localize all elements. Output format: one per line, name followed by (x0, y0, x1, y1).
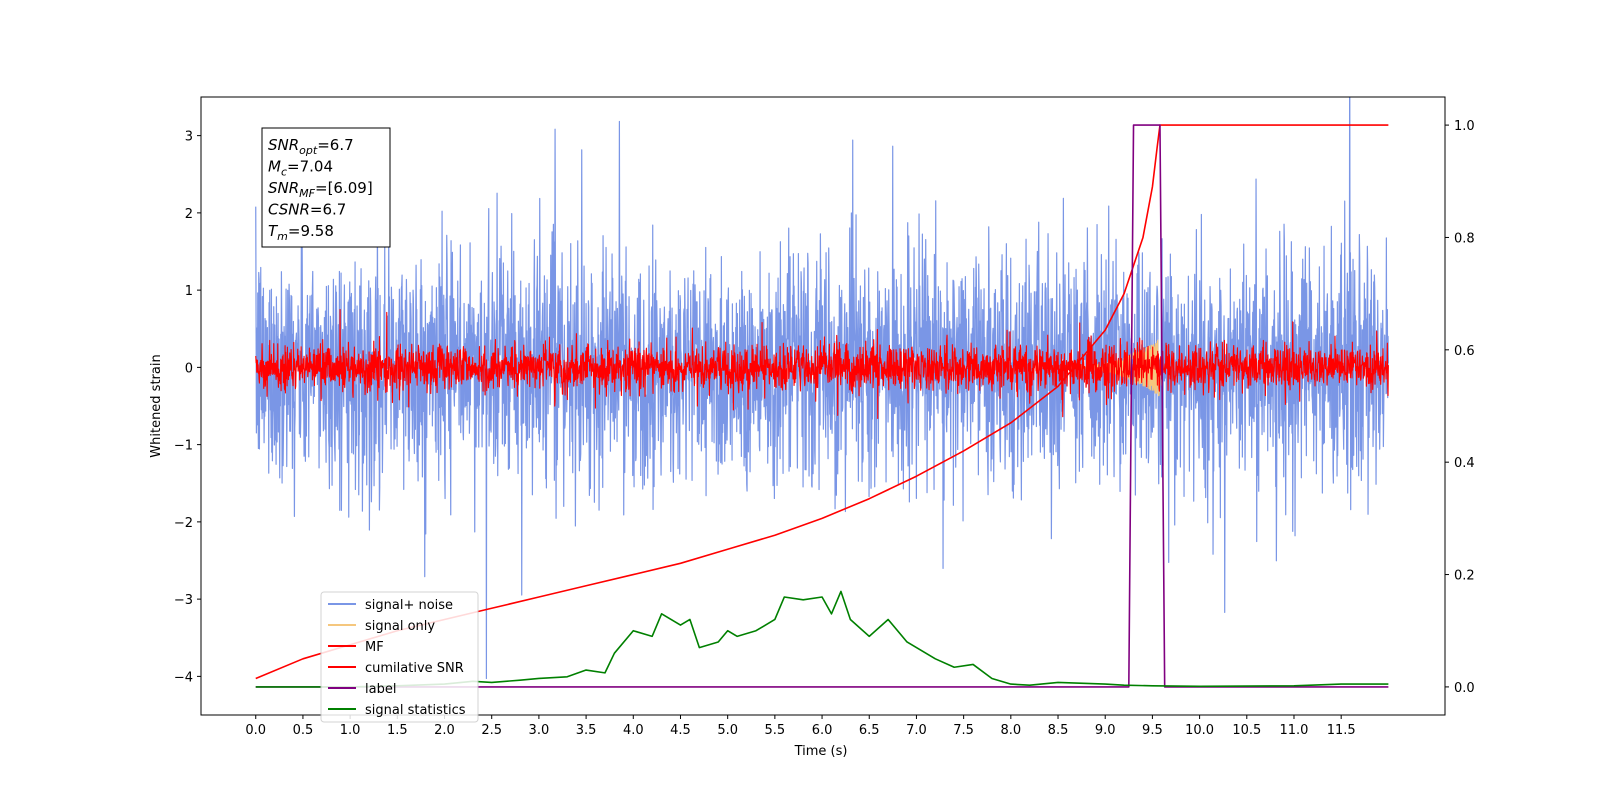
x-tick-label: 4.0 (623, 723, 644, 738)
x-tick-label: 3.0 (529, 723, 550, 738)
y-tick-label-left: 3 (185, 130, 193, 145)
legend-frame (320, 591, 479, 723)
y-tick-label-left: 0 (185, 361, 193, 376)
info-value: =6.7 (310, 201, 346, 219)
info-box-frame (261, 127, 391, 248)
info-value: =[6.09] (315, 179, 373, 197)
info-symbol: SNR (268, 179, 299, 197)
x-tick-label: 6.5 (859, 723, 880, 738)
info-symbol: M (268, 158, 281, 176)
info-subscript: MF (299, 187, 315, 200)
x-tick-label: 10.5 (1232, 723, 1261, 738)
info-subscript: c (281, 166, 287, 179)
x-tick-label: 6.0 (812, 723, 833, 738)
y-tick-label-left: −3 (174, 593, 193, 608)
info-subscript: m (277, 230, 288, 243)
y-tick-label-left: −1 (174, 439, 193, 454)
x-tick-label: 3.5 (576, 723, 597, 738)
y-tick-label-right: 0.4 (1454, 456, 1475, 471)
y-tick-label-right: 1.0 (1454, 119, 1475, 134)
info-subscript: opt (299, 144, 318, 157)
x-tick-label: 9.0 (1095, 723, 1116, 738)
x-tick-label: 8.5 (1048, 723, 1069, 738)
series-signal-statistics (255, 590, 1389, 688)
y-tick-label-right: 0.2 (1454, 569, 1475, 584)
info-value: =7.04 (287, 158, 333, 176)
legend-entry: signal only (365, 619, 435, 634)
info-line: SNRopt=6.7 (268, 136, 354, 157)
x-tick-label: 1.5 (387, 723, 408, 738)
x-tick-label: 0.5 (293, 723, 314, 738)
y-axis-label: Whitened strain (149, 354, 164, 457)
legend-entry: label (365, 682, 396, 697)
y-tick-label-left: −4 (174, 670, 193, 685)
info-line: Mc=7.04 (268, 158, 333, 179)
y-axis-right: 1.0 0.8 0.6 0.4 0.2 0.0 (1445, 119, 1475, 696)
info-symbol: T (268, 222, 279, 240)
info-value: =9.58 (288, 222, 334, 240)
y-tick-label-right: 0.6 (1454, 344, 1475, 359)
x-tick-label: 5.0 (717, 723, 738, 738)
x-tick-label: 1.0 (340, 723, 361, 738)
info-symbol: CSNR (268, 201, 310, 219)
info-line: CSNR=6.7 (268, 201, 346, 219)
legend-entry: MF (365, 640, 384, 655)
info-box: SNRopt=6.7Mc=7.04SNRMF=[6.09]CSNR=6.7Tm=… (261, 127, 391, 248)
y-tick-label-right: 0.0 (1454, 681, 1475, 696)
x-tick-label: 7.0 (906, 723, 927, 738)
x-tick-label: 11.0 (1280, 723, 1309, 738)
y-tick-label-right: 0.8 (1454, 231, 1475, 246)
info-symbol: SNR (268, 136, 299, 154)
y-axis-left: 3 2 1 0 −1 −2 −3 −4 (174, 130, 201, 685)
info-line: Tm=9.58 (268, 222, 334, 243)
legend-entry: cumilative SNR (365, 661, 464, 676)
x-tick-label: 10.0 (1185, 723, 1214, 738)
plot-frame (200, 96, 1446, 716)
legend-entry: signal statistics (365, 703, 466, 718)
y-tick-label-left: 1 (185, 284, 193, 299)
y-tick-label-left: 2 (185, 207, 193, 222)
info-value: =6.7 (317, 136, 353, 154)
x-tick-label: 0.0 (245, 723, 266, 738)
x-tick-label: 2.5 (481, 723, 502, 738)
info-line: SNRMF=[6.09] (268, 179, 373, 200)
series-signal-noise (255, 97, 1389, 680)
legend-entry: signal+ noise (365, 598, 453, 613)
x-axis: 0.0 0.5 1.0 1.5 2.0 2.5 3.0 3.5 4.0 4.5 5.0 5.5 6.0 6… (245, 715, 1356, 738)
x-tick-label: 5.5 (765, 723, 786, 738)
x-tick-label: 9.5 (1142, 723, 1163, 738)
legend: signal+ noise signal only MF cumilative SNR… (320, 591, 479, 723)
x-tick-label: 11.5 (1327, 723, 1356, 738)
x-tick-label: 8.0 (1000, 723, 1021, 738)
y-tick-label-left: −2 (174, 516, 193, 531)
x-tick-label: 4.5 (670, 723, 691, 738)
x-tick-label: 7.5 (953, 723, 974, 738)
series-line-signal-statistics (255, 590, 1389, 688)
x-tick-label: 2.0 (434, 723, 455, 738)
series-mf (255, 309, 1389, 419)
x-axis-label: Time (s) (794, 744, 848, 759)
